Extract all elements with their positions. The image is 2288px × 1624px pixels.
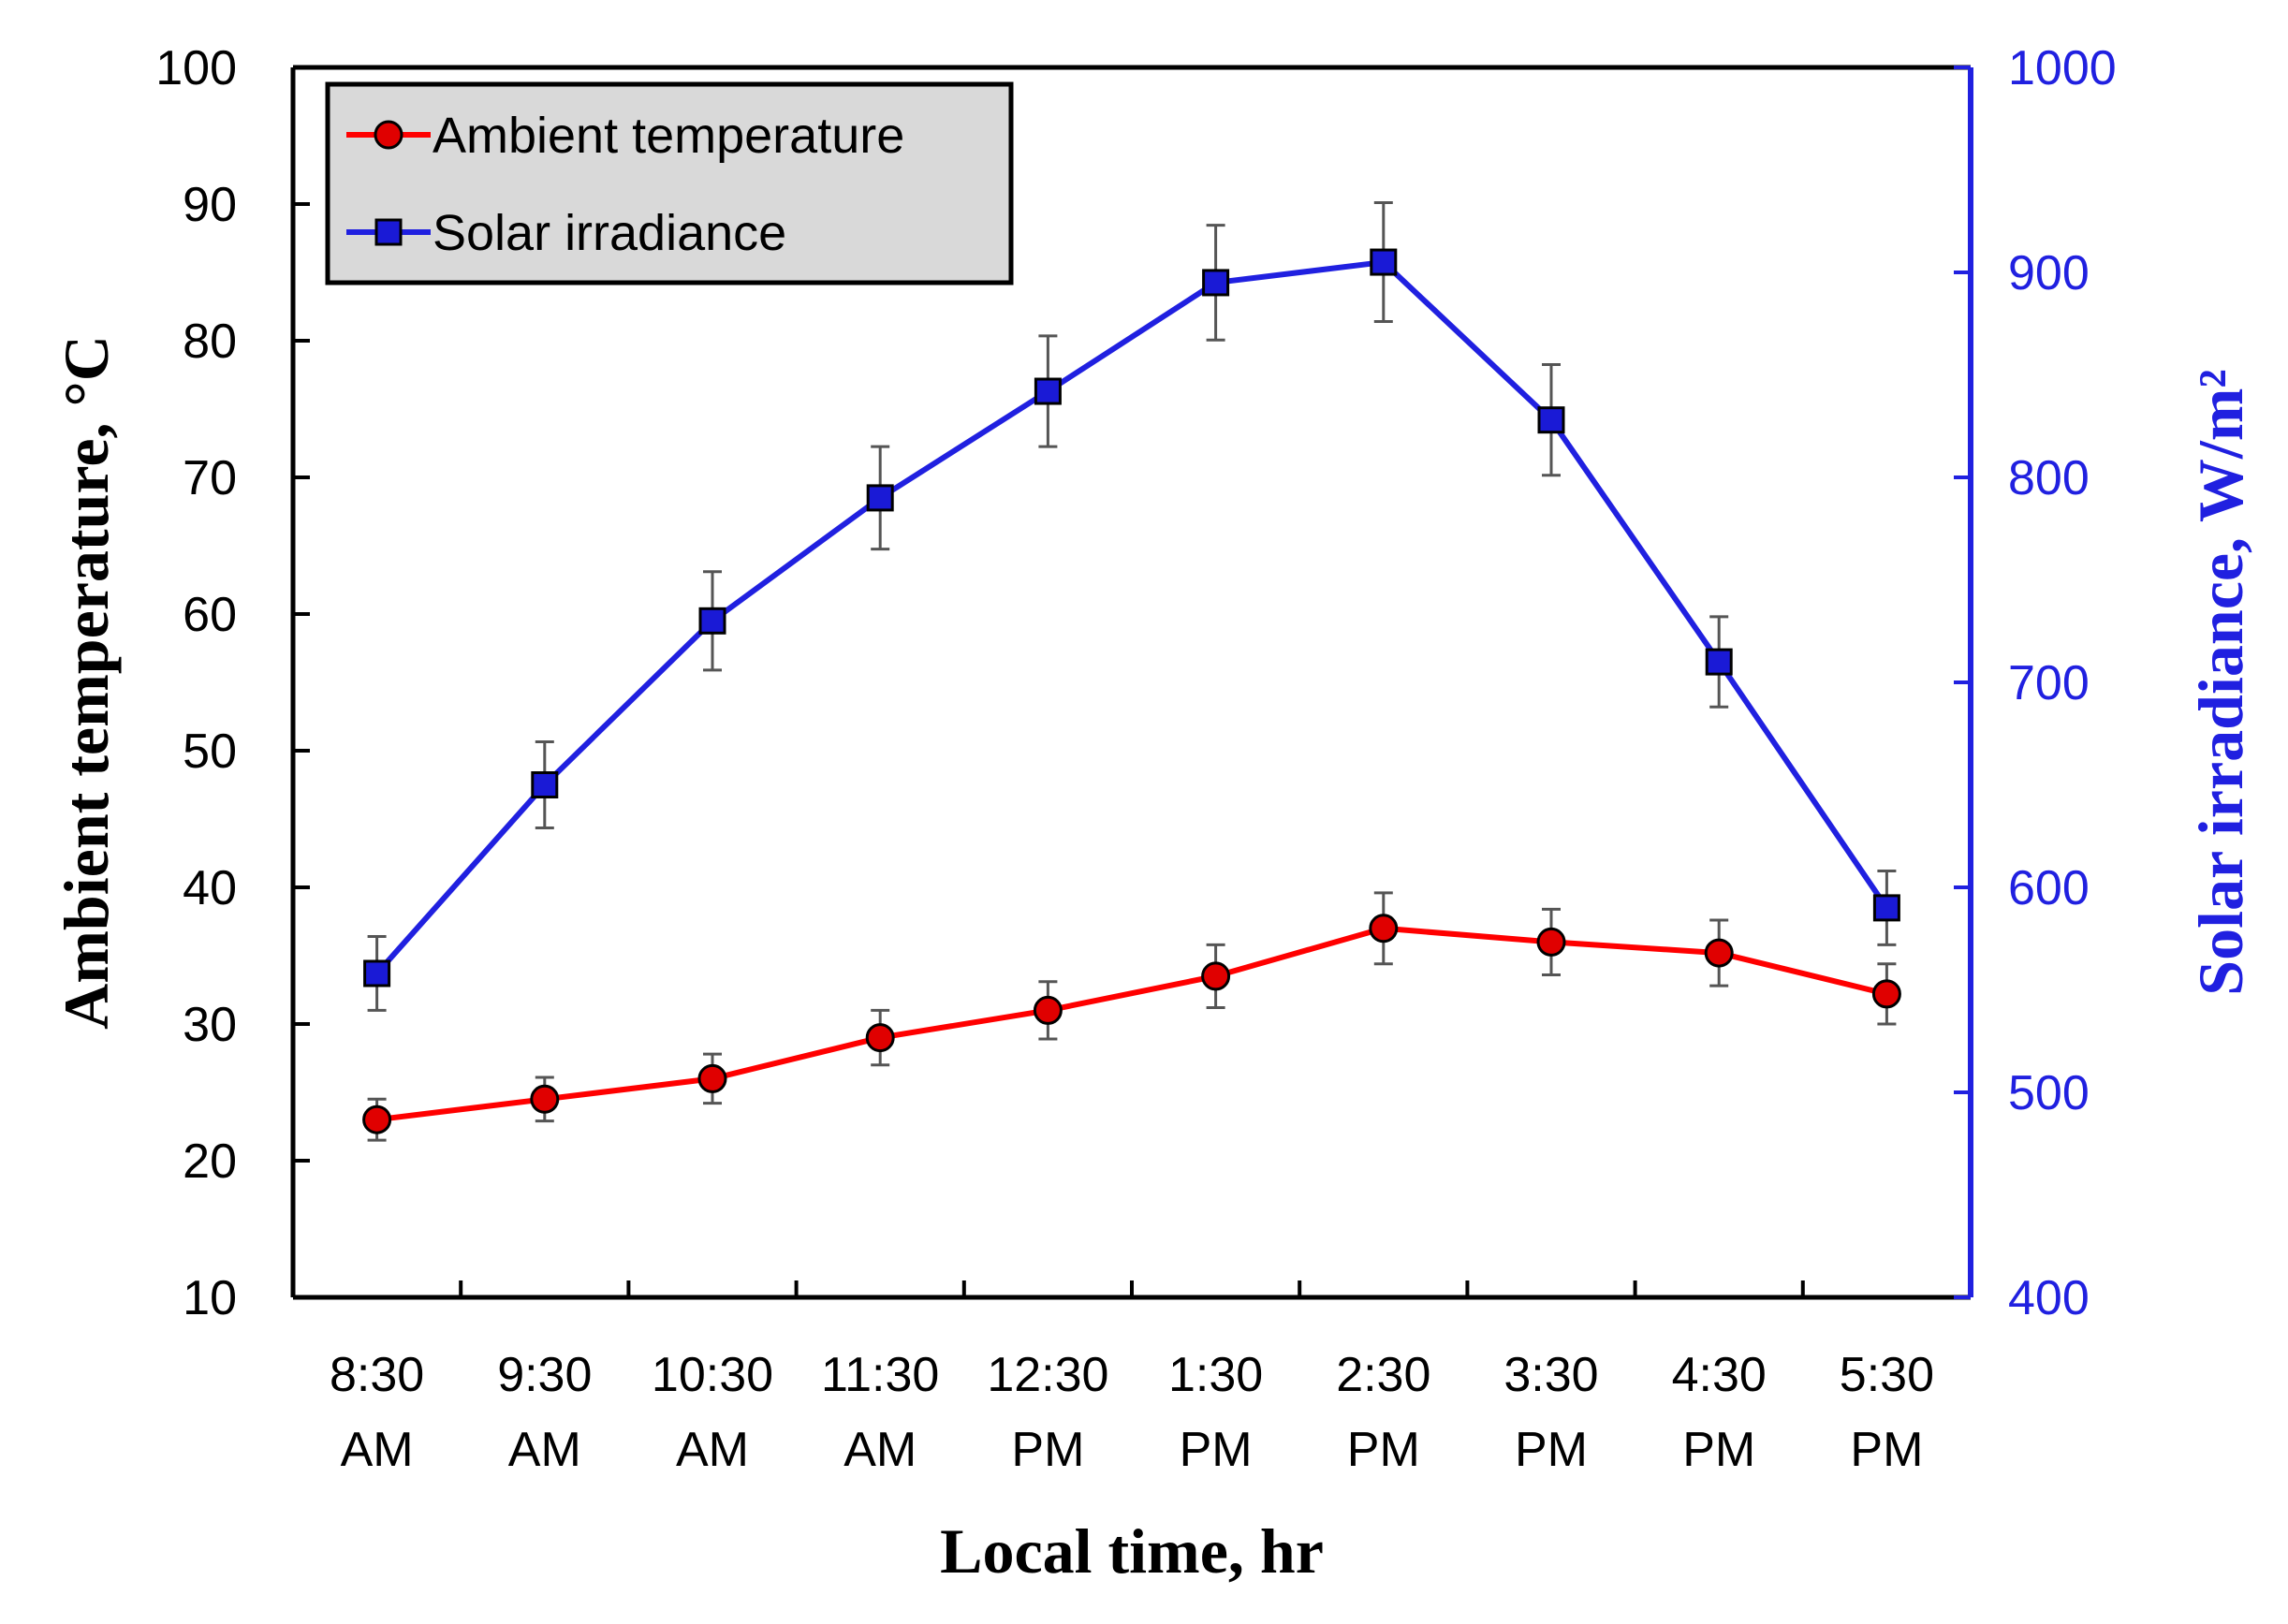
- axes-group: 10 20 30 40 50 60 70 80 90 100 400 500 600 700 800 900 1…: [155, 41, 2116, 1477]
- right-y-tick-label: 800: [2008, 451, 2090, 505]
- ambient-temperature-point: [1201, 961, 1231, 991]
- solar-irradiance-point: [866, 484, 894, 512]
- left-y-tick-label: 100: [155, 41, 237, 95]
- solar-irradiance-point: [1202, 269, 1230, 297]
- x-tick-label: 11:30 AM: [821, 1348, 939, 1477]
- solar-irradiance-point: [1034, 377, 1062, 405]
- right-y-axis-title: Solar irradiance, W/m²: [2185, 369, 2256, 996]
- ambient-temperature-point: [530, 1084, 560, 1114]
- ambient-temperature-point: [865, 1023, 895, 1053]
- ambient-temperature-point: [1704, 938, 1734, 968]
- right-y-tick-label: 400: [2008, 1271, 2090, 1325]
- left-y-axis-title: Ambient temperature, °C: [51, 335, 122, 1030]
- x-tick-label: 8:30 AM: [330, 1348, 424, 1477]
- ambient-temperature-point: [1536, 927, 1566, 957]
- solar-irradiance-point: [1370, 248, 1398, 276]
- left-y-tick-label: 90: [183, 178, 237, 232]
- ambient-temperature-line: [376, 925, 1888, 1123]
- x-tick-label: 1:30 PM: [1168, 1348, 1263, 1477]
- ambient-temperature-point: [1871, 979, 1901, 1009]
- legend-marker-solar-irradiance: [374, 218, 403, 246]
- solar-irradiance-point: [1537, 406, 1565, 434]
- right-y-tick-label: 700: [2008, 656, 2090, 710]
- ambient-temperature-point: [362, 1105, 392, 1134]
- legend-label-solar-irradiance: Solar irradiance: [433, 205, 786, 261]
- right-y-tick-label: 900: [2008, 246, 2090, 300]
- x-tick-label: 3:30 PM: [1503, 1348, 1598, 1477]
- series-group: [362, 201, 1901, 1142]
- left-y-tick-label: 10: [183, 1271, 237, 1325]
- right-y-tick-label: 600: [2008, 861, 2090, 915]
- x-tick-label: 10:30 AM: [652, 1348, 773, 1477]
- x-axis-title: Local time, hr: [940, 1515, 1324, 1587]
- left-y-tick-label: 60: [183, 588, 237, 642]
- legend: Ambient temperature Solar irradiance: [325, 81, 1014, 285]
- x-tick-label: 9:30 AM: [497, 1348, 592, 1477]
- x-tick-label: 12:30 PM: [987, 1348, 1108, 1477]
- x-tick-label: 4:30 PM: [1672, 1348, 1767, 1477]
- left-y-tick-label: 80: [183, 315, 237, 369]
- ambient-temperature-point: [1033, 995, 1063, 1025]
- solar-irradiance-line: [374, 259, 1889, 975]
- right-y-tick-label: 1000: [2008, 41, 2117, 95]
- left-y-tick-label: 20: [183, 1134, 237, 1189]
- solar-irradiance-point: [698, 607, 726, 635]
- solar-irradiance-point: [1872, 894, 1900, 922]
- ambient-temperature-point: [697, 1063, 727, 1093]
- solar-irradiance-point: [363, 959, 391, 988]
- ambient-temperature-point: [1369, 914, 1399, 944]
- x-tick-label: 2:30 PM: [1336, 1348, 1430, 1477]
- left-y-tick-label: 40: [183, 861, 237, 915]
- right-y-tick-label: 500: [2008, 1066, 2090, 1120]
- x-tick-label: 5:30 PM: [1840, 1348, 1934, 1477]
- legend-label-ambient-temperature: Ambient temperature: [433, 108, 904, 164]
- left-y-tick-label: 30: [183, 998, 237, 1052]
- legend-marker-ambient-temperature: [374, 120, 403, 150]
- left-y-tick-label: 50: [183, 724, 237, 779]
- solar-irradiance-point: [531, 771, 559, 798]
- legend-box: [325, 81, 1014, 285]
- left-y-tick-label: 70: [183, 451, 237, 505]
- solar-irradiance-point: [1705, 648, 1733, 676]
